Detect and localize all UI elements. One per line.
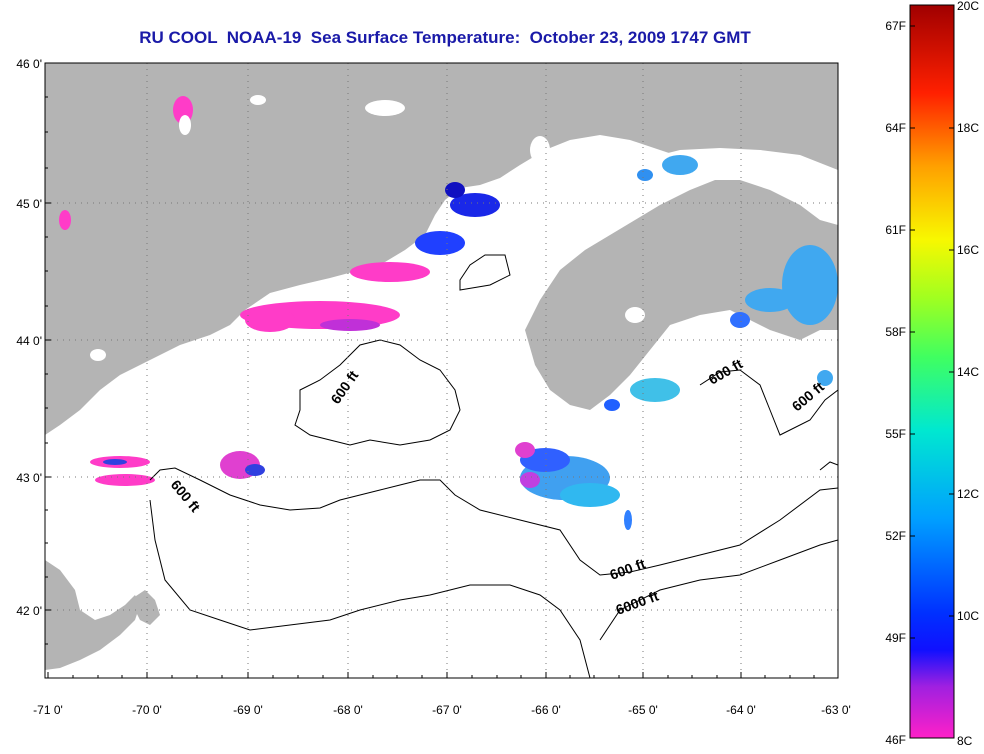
lon-tick-label: -69 0' [233, 703, 263, 717]
colorbar-c-label: 12C [957, 487, 979, 501]
colorbar-c-label: 20C [957, 0, 979, 13]
colorbar-f-label: 46F [885, 733, 906, 747]
lon-tick-label: -65 0' [628, 703, 658, 717]
land-nova-scotia [525, 180, 838, 410]
left-axis-ticks [45, 62, 51, 645]
colorbar-f-label: 58F [885, 325, 906, 339]
lake [365, 100, 405, 116]
map-title: RU COOL NOAA-19 Sea Surface Temperature:… [139, 28, 751, 47]
lon-tick-label: -67 0' [432, 703, 462, 717]
lake [90, 349, 106, 361]
lat-tick-label: 44 0' [16, 334, 42, 348]
lon-tick-label: -71 0' [33, 703, 63, 717]
lat-lon-grid [45, 63, 838, 678]
land-cape-breton [715, 63, 838, 160]
land-cape-cod [130, 590, 160, 625]
sst-patches [59, 96, 838, 530]
land-maine-newbrunswick [45, 63, 838, 435]
bottom-axis-ticks [47, 672, 815, 678]
bay-of-fundy [495, 148, 790, 295]
colorbar-f-label: 61F [885, 223, 906, 237]
land-massachusetts [45, 560, 140, 670]
colorbar-c-label: 18C [957, 121, 979, 135]
colorbar-c-label: 10C [957, 609, 979, 623]
colorbar-f-label: 52F [885, 529, 906, 543]
colorbar-c-label: 14C [957, 365, 979, 379]
colorbar-f-label: 49F [885, 631, 906, 645]
colorbar-f-label: 67F [885, 19, 906, 33]
colorbar [909, 4, 955, 739]
lake [250, 95, 266, 105]
lon-tick-label: -63 0' [821, 703, 851, 717]
colorbar-c-label: 8C [957, 734, 973, 748]
colorbar-f-label: 55F [885, 427, 906, 441]
lake [625, 307, 645, 323]
bathymetry-contours [149, 254, 838, 678]
lon-tick-label: -70 0' [132, 703, 162, 717]
lat-tick-label: 42 0' [16, 604, 42, 618]
lon-tick-label: -66 0' [531, 703, 561, 717]
lat-tick-label: 45 0' [16, 197, 42, 211]
colorbar-c-label: 16C [957, 243, 979, 257]
lon-tick-label: -64 0' [726, 703, 756, 717]
lat-tick-label: 46 0' [16, 57, 42, 71]
colorbar-ticks [910, 25, 954, 639]
lat-tick-label: 43 0' [16, 471, 42, 485]
lake [530, 136, 550, 164]
lon-tick-label: -68 0' [333, 703, 363, 717]
map-frame [44, 62, 839, 679]
colorbar-f-label: 64F [885, 121, 906, 135]
